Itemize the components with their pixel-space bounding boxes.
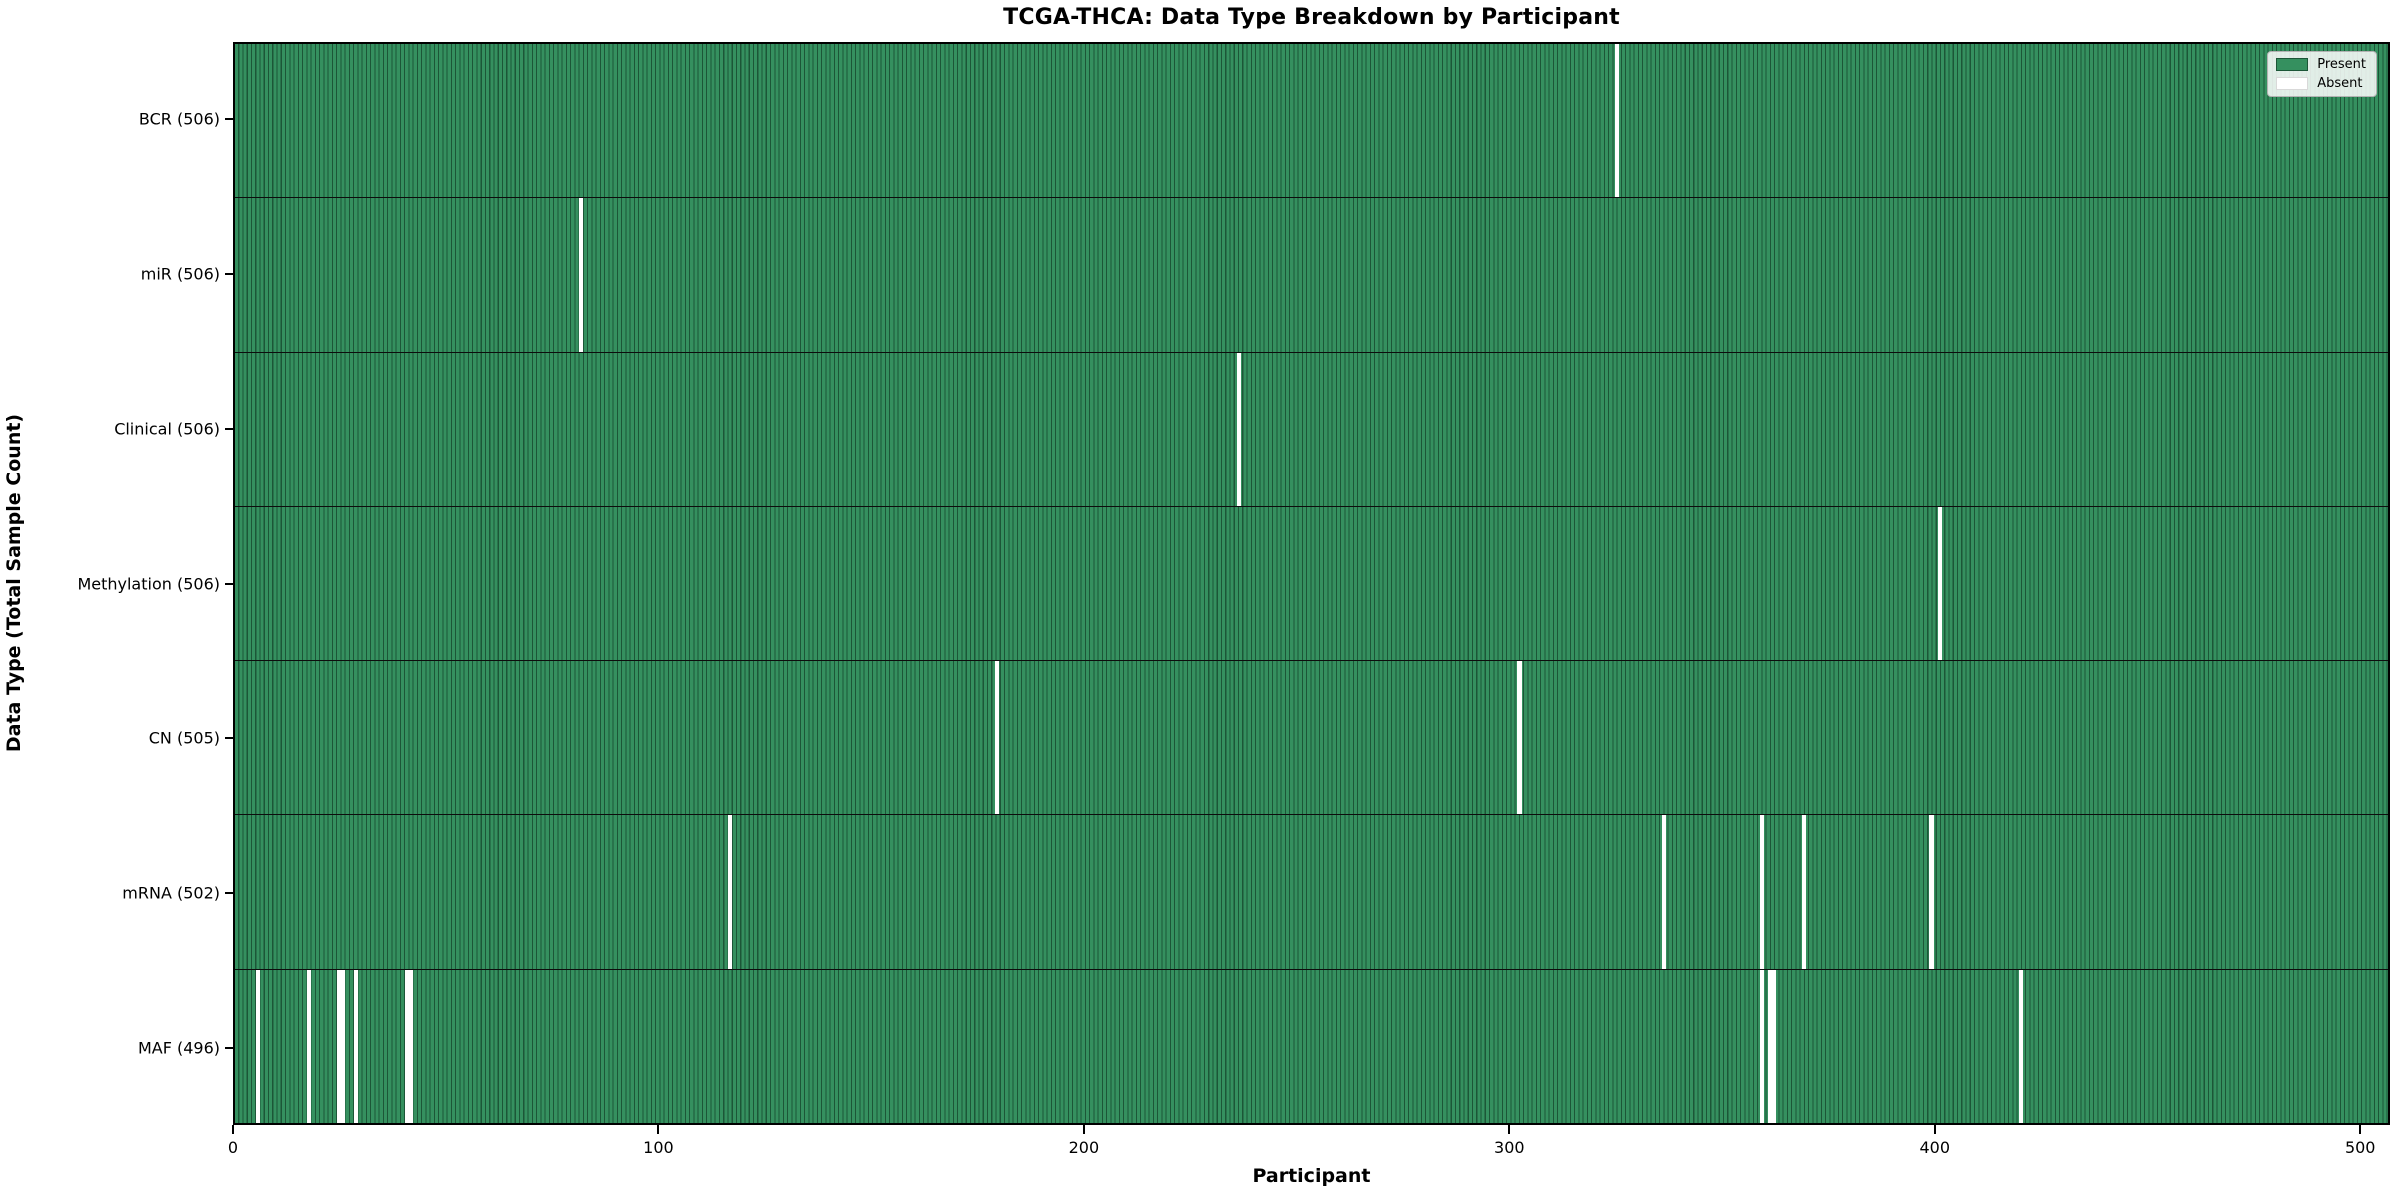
row-MAF xyxy=(235,968,2388,1123)
absent-bar xyxy=(336,969,342,1123)
xtick-mark xyxy=(1933,1125,1936,1134)
absent-bar xyxy=(409,969,414,1123)
xtick-label-0: 0 xyxy=(227,1138,239,1157)
legend-present-label: Present xyxy=(2317,57,2366,72)
xtick-label-200: 200 xyxy=(1068,1138,1100,1157)
xtick-mark xyxy=(232,1125,234,1134)
ytick-mark xyxy=(225,273,233,276)
absent-bar xyxy=(1929,815,1934,969)
ytick-mark xyxy=(225,582,233,585)
xtick-mark xyxy=(2359,1125,2362,1134)
ytick-mark xyxy=(225,1046,233,1049)
xtick-label-400: 400 xyxy=(1919,1138,1951,1157)
absent-bar xyxy=(256,969,261,1123)
xtick-label-100: 100 xyxy=(643,1138,674,1157)
absent-bar xyxy=(1615,44,1620,198)
absent-bar xyxy=(341,969,346,1123)
legend: Present Absent xyxy=(2267,51,2377,97)
legend-absent-label: Absent xyxy=(2317,76,2363,91)
ytick-label-MAF: MAF (496) xyxy=(137,1038,220,1058)
absent-swatch-icon xyxy=(2276,77,2309,90)
heatmap-rows xyxy=(235,44,2388,1123)
ytick-mark xyxy=(225,737,233,740)
absent-bar xyxy=(1772,969,1777,1123)
xtick-label-500: 500 xyxy=(2344,1138,2376,1157)
legend-item-absent: Absent xyxy=(2276,77,2366,90)
ytick-label-miR: miR (506) xyxy=(140,264,220,284)
absent-bar xyxy=(1517,661,1522,815)
absent-bar xyxy=(1661,815,1667,969)
chart-title: TCGA-THCA: Data Type Breakdown by Partic… xyxy=(1003,5,1620,30)
row-mRNA xyxy=(235,814,2388,969)
plot-area: Present Absent xyxy=(233,42,2390,1125)
legend-item-present: Present xyxy=(2276,58,2366,71)
absent-bar xyxy=(578,198,584,352)
absent-bar xyxy=(727,815,732,969)
ytick-mark xyxy=(225,118,233,121)
absent-bar xyxy=(1759,969,1764,1123)
absent-bar xyxy=(353,969,359,1123)
row-CN xyxy=(235,660,2388,815)
ytick-mark xyxy=(225,427,233,430)
ytick-label-Clinical: Clinical (506) xyxy=(114,419,220,439)
row-Clinical xyxy=(235,351,2388,506)
xtick-label-300: 300 xyxy=(1494,1138,1525,1157)
xtick-mark xyxy=(1082,1125,1085,1134)
absent-bar xyxy=(1237,352,1242,506)
ytick-label-BCR: BCR (506) xyxy=(138,109,220,129)
row-miR xyxy=(235,197,2388,352)
absent-bar xyxy=(1937,506,1943,661)
ytick-mark xyxy=(225,891,233,894)
absent-bar xyxy=(307,969,312,1123)
absent-bar xyxy=(404,969,410,1123)
absent-bar xyxy=(995,661,1000,815)
x-axis-label: Participant xyxy=(1252,1165,1371,1187)
xtick-mark xyxy=(1508,1125,1511,1134)
ytick-label-Methylation: Methylation (506) xyxy=(77,574,220,593)
absent-bar xyxy=(1801,815,1807,969)
absent-bar xyxy=(1759,815,1764,969)
ytick-label-CN: CN (505) xyxy=(148,728,220,748)
ytick-label-mRNA: mRNA (502) xyxy=(122,883,220,903)
row-BCR xyxy=(235,44,2388,198)
absent-bar xyxy=(1768,969,1773,1123)
absent-bar xyxy=(2018,969,2023,1123)
xtick-mark xyxy=(657,1125,660,1134)
row-Methylation xyxy=(235,505,2388,661)
present-swatch-icon xyxy=(2276,58,2309,71)
